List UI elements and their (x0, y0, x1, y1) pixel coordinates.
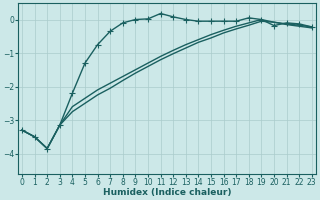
X-axis label: Humidex (Indice chaleur): Humidex (Indice chaleur) (103, 188, 231, 197)
